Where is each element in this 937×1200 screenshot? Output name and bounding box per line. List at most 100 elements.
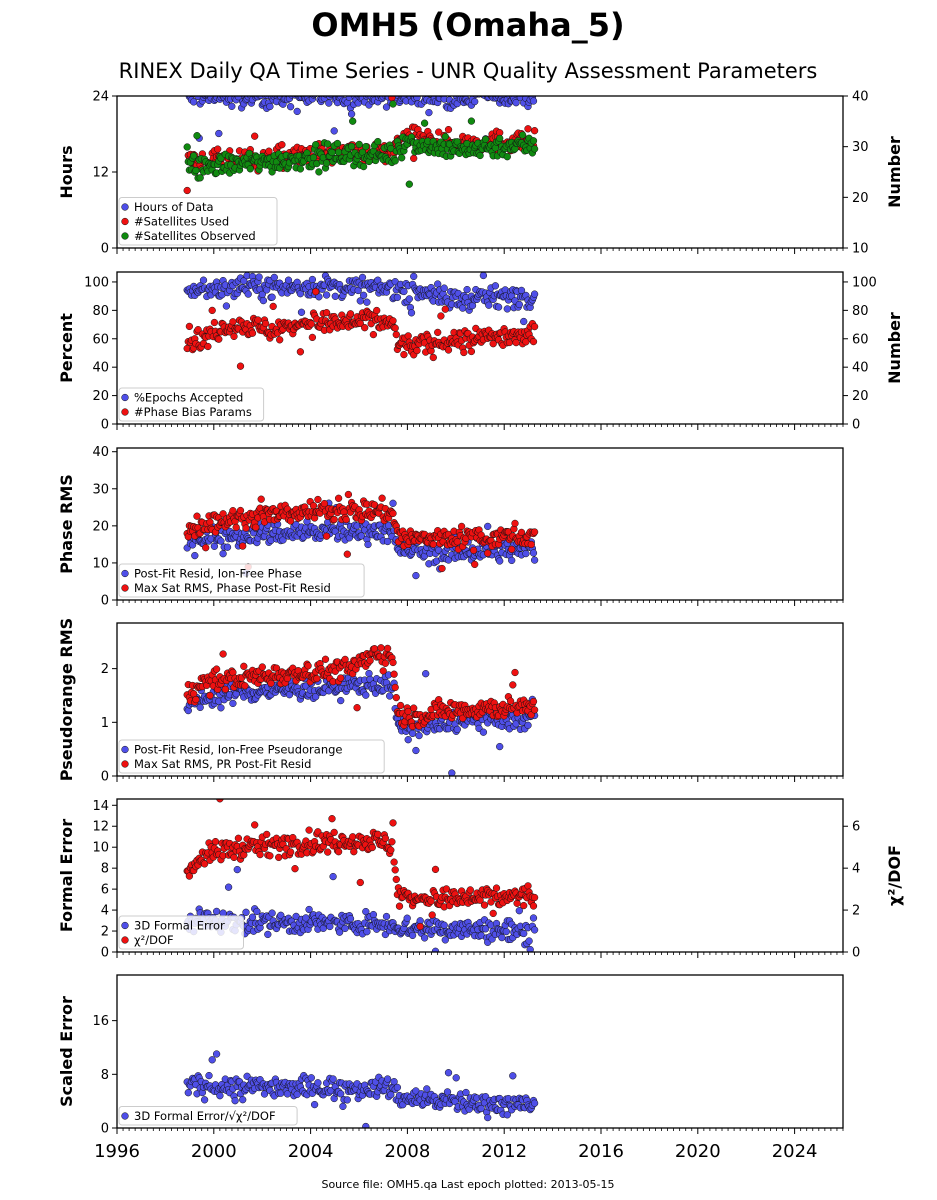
data-point: [330, 127, 338, 135]
data-point: [496, 134, 504, 143]
data-point: [297, 308, 306, 316]
plot-frame: [116, 798, 844, 953]
data-point: [321, 655, 330, 663]
data-point: [374, 137, 382, 146]
data-point: [406, 96, 411, 97]
data-point: [428, 911, 436, 919]
data-point: [329, 971, 336, 978]
data-point: [530, 127, 539, 135]
y-right-tick-label: 20: [852, 191, 869, 206]
data-point: [338, 88, 345, 95]
data-point: [211, 837, 220, 846]
data-point: [198, 89, 205, 96]
data-point: [362, 96, 365, 97]
data-point: [393, 1083, 402, 1092]
legend-box: [118, 387, 265, 422]
data-point: [291, 86, 298, 93]
data-point: [410, 272, 418, 281]
legend-label: #Satellites Observed: [134, 229, 256, 243]
data-point: [444, 346, 453, 354]
legend-box: [118, 563, 365, 598]
data-point: [193, 512, 201, 520]
data-point: [334, 848, 343, 856]
y-tick-label: 40: [92, 445, 109, 460]
data-point: [448, 89, 455, 96]
data-point: [276, 336, 284, 344]
data-point: [530, 322, 539, 331]
data-point: [229, 318, 237, 326]
data-point: [420, 119, 429, 127]
data-point: [320, 499, 329, 508]
y-axis-label: Scaled Error: [57, 996, 76, 1107]
y-tick-label: 20: [92, 519, 109, 534]
legend-label: #Satellites Used: [134, 215, 229, 229]
legend-label: 3D Formal Error/√χ²/DOF: [134, 1109, 276, 1123]
data-point: [206, 518, 214, 526]
data-point: [307, 85, 314, 92]
data-point: [339, 1102, 347, 1111]
y-tick-label: 14: [92, 799, 109, 814]
data-point: [389, 499, 397, 507]
legend-marker: [121, 408, 129, 416]
data-point: [530, 556, 539, 564]
data-point: [387, 846, 395, 854]
data-point: [387, 1091, 395, 1099]
data-point: [255, 273, 263, 281]
data-point: [530, 926, 539, 934]
data-point: [530, 528, 539, 536]
data-point: [325, 99, 333, 107]
data-point: [257, 495, 265, 503]
legend-marker: [121, 393, 129, 402]
data-point: [511, 519, 519, 528]
data-point: [474, 86, 481, 93]
data-point: [253, 907, 261, 916]
data-point: [410, 704, 418, 712]
data-point: [343, 550, 351, 558]
data-point: [229, 699, 237, 708]
data-point: [413, 346, 421, 355]
data-point: [305, 826, 313, 834]
data-point: [356, 878, 364, 887]
data-point: [522, 549, 530, 558]
data-point: [429, 86, 436, 93]
data-point: [382, 912, 391, 921]
y-right-tick-label: 100: [852, 275, 877, 290]
data-point: [244, 290, 252, 298]
data-point: [343, 1096, 351, 1104]
x-tick-label: 2008: [384, 1141, 430, 1162]
data-point: [219, 909, 227, 917]
data-point: [530, 145, 539, 153]
data-point: [322, 532, 331, 540]
data-point: [229, 507, 237, 515]
data-point: [389, 819, 397, 827]
x-tick-label: 2004: [288, 1141, 334, 1162]
series-2: [183, 288, 539, 370]
data-point: [467, 117, 476, 125]
data-point: [293, 107, 301, 116]
data-point: [526, 945, 534, 952]
data-point: [316, 86, 323, 93]
data-point: [463, 285, 471, 294]
y-axis-label: Phase RMS: [57, 474, 76, 574]
legend-label: χ²/DOF: [134, 933, 174, 947]
data-point: [204, 342, 212, 351]
data-point: [453, 538, 461, 546]
data-point: [388, 96, 392, 97]
data-point: [270, 273, 278, 282]
data-point: [358, 273, 367, 282]
data-point: [323, 85, 330, 92]
data-point: [362, 1122, 370, 1128]
data-point: [329, 872, 337, 881]
y-right-tick-label: 10: [852, 242, 869, 257]
data-point: [466, 886, 474, 894]
data-point: [410, 154, 418, 163]
data-point: [429, 353, 437, 362]
y-tick-label: 60: [92, 332, 109, 347]
y-tick-label: 30: [92, 482, 109, 497]
series-3: [183, 100, 539, 188]
data-point: [194, 326, 202, 334]
y-tick-label: 2: [101, 662, 109, 677]
data-point: [228, 102, 236, 110]
data-point: [412, 746, 420, 755]
